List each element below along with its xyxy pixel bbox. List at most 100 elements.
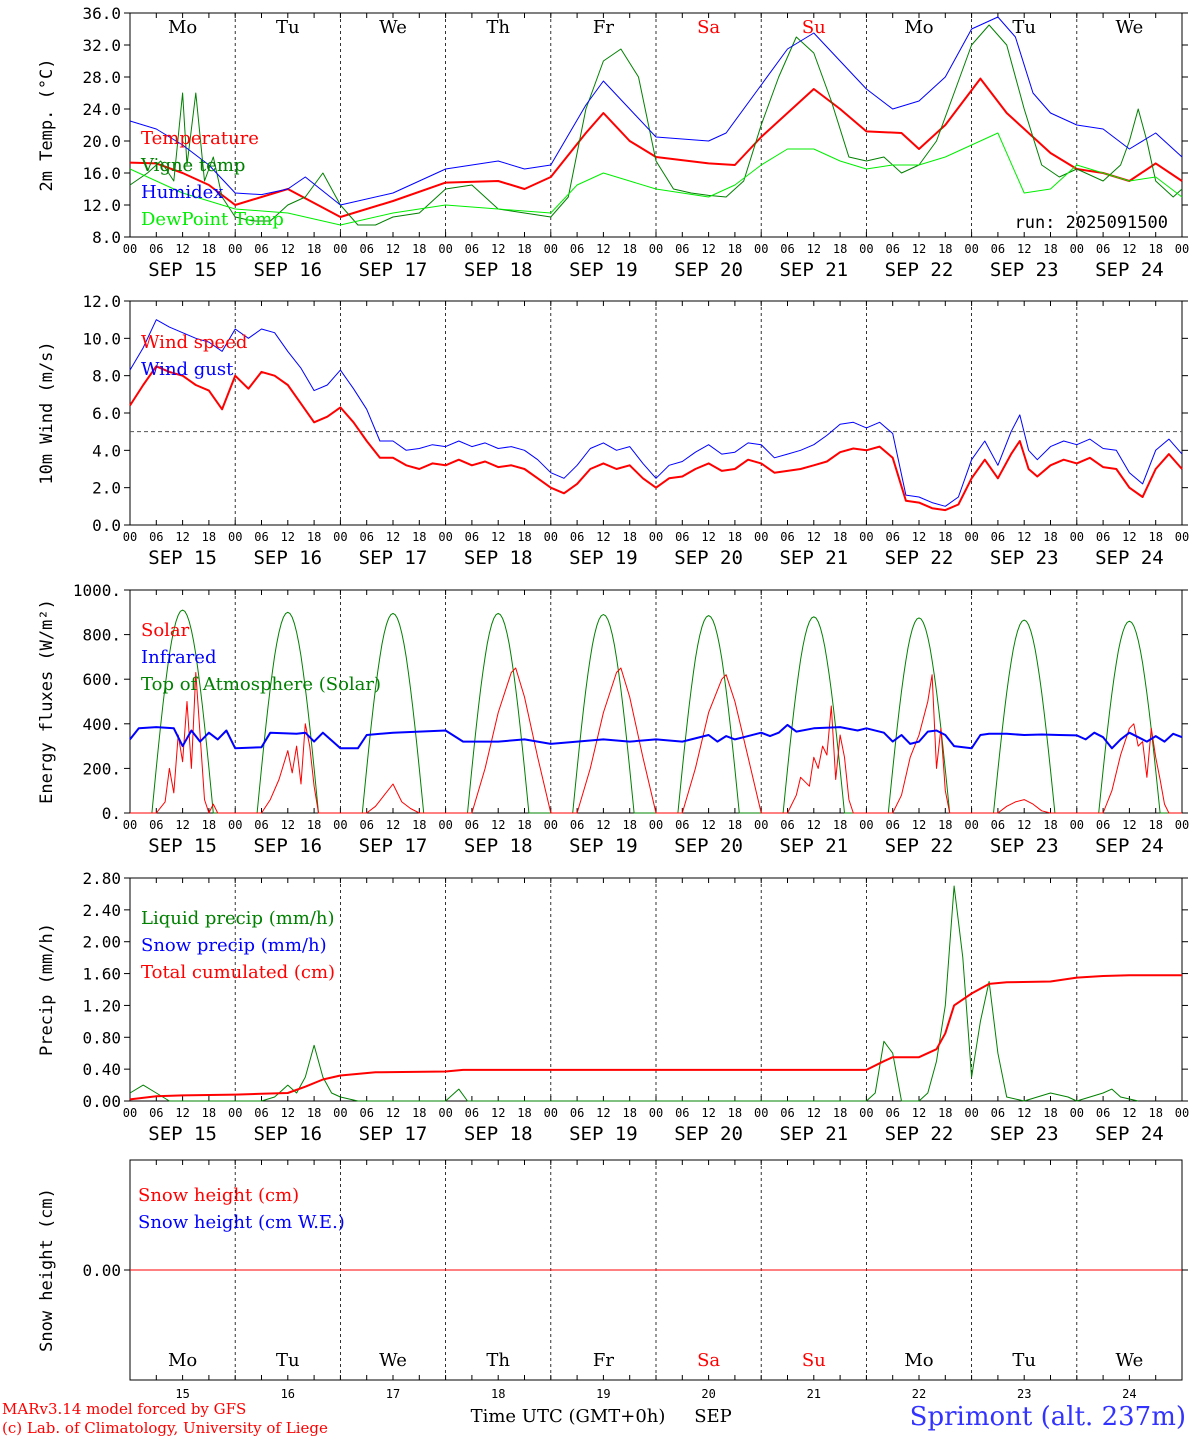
y-tick-label: 10.0: [82, 329, 121, 348]
y-tick-label: 36.0: [82, 4, 121, 23]
hour-label: 12: [491, 818, 505, 832]
hour-label: 06: [465, 530, 479, 544]
hour-label: 18: [202, 1106, 216, 1120]
day-name: Su: [802, 17, 826, 38]
y-tick-label: 2.80: [82, 869, 121, 888]
hour-label: 00: [859, 530, 873, 544]
hour-label: 00: [964, 530, 978, 544]
hour-label: 18: [307, 818, 321, 832]
date-label: SEP 18: [464, 1123, 533, 1145]
hour-label: 12: [807, 530, 821, 544]
date-label: SEP 16: [253, 1123, 322, 1145]
date-label: SEP 20: [674, 1123, 743, 1145]
date-label: SEP 18: [464, 547, 533, 569]
hour-label: 06: [675, 530, 689, 544]
hour-label: 18: [938, 242, 952, 256]
hour-label: 18: [728, 530, 742, 544]
hour-label: 12: [1122, 242, 1136, 256]
hour-label: 00: [754, 818, 768, 832]
hour-label: 06: [991, 530, 1005, 544]
date-label: SEP 17: [359, 835, 428, 857]
y-axis-label: Snow height (cm): [37, 1188, 57, 1352]
y-tick-label: 2.40: [82, 901, 121, 920]
y-tick-label: 0.: [102, 804, 121, 823]
date-label: SEP 19: [569, 259, 638, 281]
hour-label: 06: [570, 818, 584, 832]
hour-label: 12: [701, 818, 715, 832]
y-tick-label: 0.00: [82, 1092, 121, 1111]
y-tick-label: 20.0: [82, 132, 121, 151]
hour-label: 00: [859, 1106, 873, 1120]
series-line: [130, 667, 1182, 814]
hour-label: 06: [149, 818, 163, 832]
y-tick-label: 24.0: [82, 100, 121, 119]
hour-label: 06: [885, 242, 899, 256]
hour-label: 06: [1096, 242, 1110, 256]
date-label: SEP 17: [359, 259, 428, 281]
hour-label: 00: [1070, 1106, 1084, 1120]
legend-entry: Total cumulated (cm): [141, 962, 335, 983]
hour-label: 06: [885, 1106, 899, 1120]
date-label: SEP 18: [464, 835, 533, 857]
hour-label: 06: [675, 242, 689, 256]
hour-label: 18: [833, 242, 847, 256]
date-label: SEP 20: [674, 547, 743, 569]
hour-label: 00: [1070, 242, 1084, 256]
day-number: 22: [912, 1387, 926, 1401]
hour-label: 06: [254, 530, 268, 544]
hour-label: 00: [1175, 818, 1189, 832]
y-tick-label: 8.0: [92, 228, 121, 247]
hour-label: 12: [281, 242, 295, 256]
hour-label: 06: [780, 242, 794, 256]
hour-label: 00: [964, 1106, 978, 1120]
hour-label: 06: [359, 242, 373, 256]
hour-label: 06: [1096, 1106, 1110, 1120]
date-label: SEP 21: [779, 259, 848, 281]
hour-label: 12: [281, 1106, 295, 1120]
hour-label: 00: [438, 530, 452, 544]
hour-label: 00: [333, 530, 347, 544]
date-label: SEP 18: [464, 259, 533, 281]
hour-label: 18: [517, 1106, 531, 1120]
hour-label: 00: [544, 1106, 558, 1120]
date-label: SEP 20: [674, 259, 743, 281]
hour-label: 18: [1148, 530, 1162, 544]
date-label: SEP 19: [569, 547, 638, 569]
hour-label: 18: [1148, 1106, 1162, 1120]
day-number: 24: [1122, 1387, 1136, 1401]
hour-label: 06: [465, 242, 479, 256]
panel-3: [129, 589, 1183, 814]
hour-label: 18: [412, 530, 426, 544]
hour-label: 12: [807, 818, 821, 832]
date-label: SEP 24: [1095, 835, 1164, 857]
y-axis-label: Precip (mm/h): [37, 923, 57, 1056]
hour-label: 00: [649, 530, 663, 544]
hour-label: 18: [622, 530, 636, 544]
hour-label: 00: [544, 530, 558, 544]
day-name: We: [1116, 17, 1144, 38]
y-axis-label: 2m Temp. (°C): [37, 58, 57, 191]
date-label: SEP 24: [1095, 259, 1164, 281]
legend-entry: Humidex: [141, 182, 223, 203]
date-label: SEP 23: [990, 547, 1059, 569]
day-name: Su: [802, 1350, 826, 1371]
hour-label: 06: [991, 818, 1005, 832]
day-name: Fr: [593, 1350, 614, 1371]
legend-entry: DewPoint Temp: [141, 209, 284, 230]
date-label: SEP 24: [1095, 1123, 1164, 1145]
hour-label: 06: [1096, 818, 1110, 832]
hour-label: 00: [754, 530, 768, 544]
hour-label: 12: [386, 242, 400, 256]
day-number: 19: [596, 1387, 610, 1401]
legend-entry: Top of Atmosphere (Solar): [141, 674, 381, 695]
date-label: SEP 16: [253, 835, 322, 857]
hour-label: 18: [1043, 1106, 1057, 1120]
day-name: Tu: [276, 17, 300, 38]
y-tick-label: 28.0: [82, 68, 121, 87]
y-tick-label: 0.80: [82, 1028, 121, 1047]
hour-label: 12: [1017, 818, 1031, 832]
day-name: Mo: [904, 17, 933, 38]
hour-label: 06: [991, 242, 1005, 256]
hour-label: 18: [1148, 818, 1162, 832]
legend-entry: Wind gust: [141, 359, 234, 380]
